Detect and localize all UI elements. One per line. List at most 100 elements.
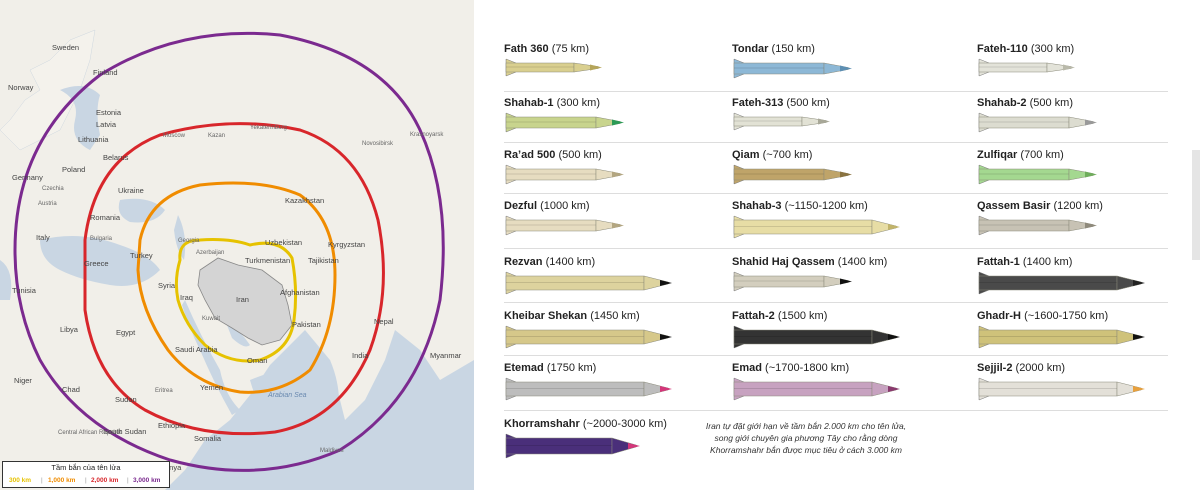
row-divider: [504, 355, 1168, 356]
missile-stripe: [734, 173, 824, 175]
map-label-lithuania: Lithuania: [78, 135, 109, 144]
missile-name: Emad: [732, 362, 762, 374]
legend-separator: |: [85, 477, 87, 484]
legend-title: Tầm bắn của tên lửa: [51, 463, 121, 472]
map-label-libya: Libya: [60, 325, 79, 334]
missile-label: Fattah-2 (1500 km): [732, 310, 827, 322]
missile-name: Shahab-3: [732, 200, 782, 212]
missile-label: Shahab-2 (500 km): [977, 97, 1073, 109]
map-label-bulgaria: Bulgaria: [90, 236, 113, 242]
missile-name: Fattah-2: [732, 310, 775, 322]
legend-item-2000km: 2,000 km: [91, 477, 119, 484]
missile-range: (~2000-3000 km): [582, 418, 667, 430]
missile-label: Etemad (1750 km): [504, 362, 596, 374]
map-label-egypt: Egypt: [116, 328, 136, 337]
missile-illustration: [733, 215, 900, 239]
missile-card-shahab-1: Shahab-1 (300 km): [504, 97, 734, 147]
missile-stripe: [506, 224, 596, 226]
map-label-pakistan: Pakistan: [292, 320, 321, 329]
map-label-norway: Norway: [8, 83, 34, 92]
missile-card-rezvan: Rezvan (1400 km): [504, 256, 734, 306]
missile-range: (~1700-1800 km): [765, 362, 850, 374]
missile-tip: [1085, 222, 1097, 229]
missile-illustration: [978, 112, 1097, 133]
missile-illustration: [505, 377, 672, 401]
missile-illustration: [978, 215, 1097, 236]
missile-label: Zulfiqar (700 km): [977, 149, 1064, 161]
missile-illustration: [733, 58, 852, 79]
missile-stripe: [506, 173, 596, 175]
ring-300km: [174, 238, 298, 363]
missile-illustration: [505, 215, 624, 236]
missile-card-qiam: Qiam (~700 km): [732, 149, 962, 199]
missile-tip: [1063, 64, 1075, 71]
missile-range: (~1600-1750 km): [1024, 310, 1109, 322]
missile-card-kheibar-shekan: Kheibar Shekan (1450 km): [504, 310, 734, 360]
missile-card-shahab-2: Shahab-2 (500 km): [977, 97, 1200, 147]
missile-name: Zulfiqar: [977, 149, 1018, 161]
missile-illustration: [733, 271, 852, 292]
missile-range: (1000 km): [540, 200, 590, 212]
missile-tip: [660, 280, 672, 286]
missile-range: (150 km): [771, 43, 815, 55]
map-label-romania: Romania: [90, 213, 121, 222]
missile-range: (1400 km): [545, 256, 596, 268]
note-line: Iran tự đặt giới hạn về tầm bắn 2.000 km…: [705, 421, 907, 431]
missile-name: Dezful: [504, 200, 537, 212]
missile-card-ghadr-h: Ghadr-H (~1600-1750 km): [977, 310, 1200, 360]
missile-stripe: [506, 388, 644, 389]
missile-tip: [888, 224, 900, 230]
missile-label: Shahab-1 (300 km): [504, 97, 600, 109]
map-label-sweden: Sweden: [52, 43, 79, 52]
missile-tip: [612, 171, 624, 178]
map-label-yemen: Yemen: [200, 383, 223, 392]
missile-name: Qiam: [732, 149, 760, 161]
missile-card-dezful: Dezful (1000 km): [504, 200, 734, 250]
missile-tip: [840, 278, 852, 285]
map-canvas: Sweden Finland Norway Estonia Latvia Lit…: [0, 0, 474, 490]
missile-name: Ghadr-H: [977, 310, 1021, 322]
missile-card-sejjil-2: Sejjil-2 (2000 km): [977, 362, 1200, 412]
map-label-eritrea: Eritrea: [155, 388, 173, 394]
missile-label: Shahab-3 (~1150-1200 km): [732, 200, 868, 212]
missile-tip: [888, 386, 900, 392]
map-label-syria: Syria: [158, 281, 176, 290]
missile-label: Ghadr-H (~1600-1750 km): [977, 310, 1108, 322]
missile-name: Fattah-1: [977, 256, 1020, 268]
missile-illustration: [733, 164, 852, 185]
missile-stripe: [734, 226, 872, 227]
row-divider: [504, 193, 1168, 194]
missile-stripe: [506, 66, 574, 68]
map-label-kazakhstan: Kazakhstan: [285, 196, 324, 205]
missile-range: (300 km): [1030, 43, 1075, 55]
missile-range: (500 km): [1029, 97, 1073, 109]
map-label-ethiopia: Ethiopia: [158, 421, 186, 430]
iran-shape: [197, 257, 293, 346]
missile-tip: [628, 443, 640, 449]
missile-tip: [612, 119, 624, 126]
missile-label: Shahid Haj Qassem (1400 km): [732, 256, 887, 268]
missile-illustration: [505, 164, 624, 185]
row-divider: [504, 248, 1168, 249]
map-label-car: Central African Republic: [58, 430, 122, 436]
missile-label: Dezful (1000 km): [504, 200, 590, 212]
range-map: Sweden Finland Norway Estonia Latvia Lit…: [0, 0, 474, 490]
map-label-south-sudan: South Sudan: [103, 427, 146, 436]
note-line: song giới chuyên gia phương Tây cho rằng…: [714, 433, 898, 443]
map-label-kenya: Kenya: [160, 463, 182, 472]
missile-illustration: [505, 58, 602, 77]
missile-stripe: [506, 121, 596, 123]
missile-tip: [818, 118, 830, 125]
missile-name: Etemad: [504, 362, 544, 374]
missile-tip: [1085, 171, 1097, 178]
missile-label: Khorramshahr (~2000-3000 km): [504, 418, 667, 430]
ring-3000km: [13, 31, 445, 472]
map-label-chad: Chad: [62, 385, 80, 394]
map-label-turkey: Turkey: [130, 251, 153, 260]
map-label-greece: Greece: [84, 259, 109, 268]
map-label-yekaterinburg: Yekaterinburg: [250, 125, 287, 131]
missile-card-fattah-1: Fattah-1 (1400 km): [977, 256, 1200, 306]
missile-label: Ra’ad 500 (500 km): [504, 149, 602, 161]
missile-stripe: [734, 280, 824, 282]
map-label-tunisia: Tunisia: [12, 286, 37, 295]
